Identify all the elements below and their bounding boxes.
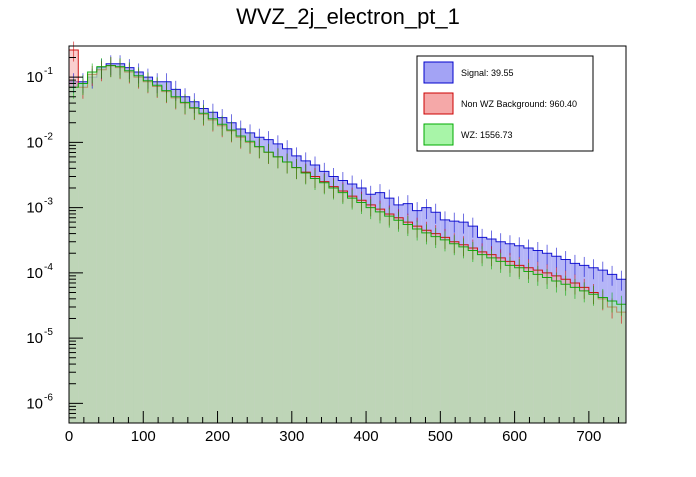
bar-3-11 (171, 96, 181, 424)
bar-3-49 (523, 271, 534, 423)
x-axis: 0 100 200 300 400 500 600 700 (65, 411, 620, 445)
bar-3-23 (282, 162, 292, 423)
bar-3-30 (347, 198, 357, 423)
y-tick-label-0: 10 (26, 395, 43, 412)
bar-3-47 (505, 265, 515, 423)
bar-3-7 (133, 75, 144, 423)
bar-3-25 (301, 172, 311, 423)
bar-3-48 (514, 267, 524, 423)
bar-3-51 (542, 277, 552, 423)
legend-swatch-3 (423, 123, 454, 146)
bar-3-36 (403, 224, 413, 423)
bar-3-6 (124, 70, 134, 423)
chart-title: WVZ_2j_electron_pt_1 (236, 4, 460, 29)
series-3 (68, 65, 626, 424)
y-tick-label-4: 10 (26, 134, 43, 151)
x-tick-label-0: 0 (65, 428, 73, 445)
legend-swatch-1 (423, 61, 454, 84)
y-tick-exponent-2: -4 (44, 262, 53, 273)
bar-3-17 (226, 129, 237, 423)
bar-3-44 (477, 254, 487, 423)
bar-3-56 (588, 294, 599, 423)
error-bars-layer (73, 41, 622, 324)
bar-3-54 (570, 287, 580, 423)
bar-3-8 (143, 80, 153, 423)
legend-label-2: Non WZ Background: 960.40 (461, 99, 577, 109)
histogram-layer (68, 49, 626, 424)
bar-3-5 (115, 66, 125, 423)
bar-3-34 (384, 216, 394, 423)
x-tick-label-4: 400 (354, 428, 379, 445)
y-tick-label-5: 10 (26, 69, 43, 86)
x-tick-label-7: 700 (576, 428, 601, 445)
bar-3-21 (263, 152, 274, 423)
bar-3-10 (161, 90, 172, 424)
y-tick-exponent-4: -2 (44, 131, 53, 142)
bar-3-24 (291, 167, 302, 423)
bar-3-13 (189, 107, 199, 423)
bar-3-33 (375, 211, 385, 423)
bar-3-3 (96, 66, 107, 423)
bar-3-58 (607, 301, 617, 423)
bar-3-52 (551, 281, 562, 423)
bar-3-19 (245, 141, 255, 423)
bar-3-2 (87, 71, 97, 424)
bar-3-29 (338, 192, 348, 423)
legend-swatch-2 (423, 92, 454, 115)
bar-3-4 (106, 65, 116, 423)
legend-label-3: WZ: 1556.73 (461, 130, 513, 140)
bar-3-37 (412, 229, 422, 423)
bar-3-57 (598, 297, 608, 423)
bar-3-41 (449, 243, 459, 423)
bar-3-9 (152, 85, 162, 423)
bar-3-59 (616, 304, 626, 423)
x-tick-label-3: 300 (279, 428, 304, 445)
bar-3-40 (440, 239, 450, 423)
y-tick-exponent-1: -5 (44, 327, 53, 338)
x-tick-label-5: 500 (428, 428, 453, 445)
bar-3-53 (561, 284, 571, 423)
bar-3-43 (468, 250, 478, 423)
y-tick-exponent-0: -6 (44, 392, 53, 403)
bar-3-45 (486, 257, 497, 423)
bar-3-50 (533, 274, 543, 423)
bar-3-14 (198, 113, 209, 423)
bar-3-16 (217, 124, 227, 423)
bar-3-18 (236, 136, 246, 424)
x-tick-label-1: 100 (131, 428, 156, 445)
bar-3-22 (273, 156, 283, 423)
y-axis: 10-610-510-410-310-210-1 (26, 56, 83, 419)
y-tick-exponent-5: -1 (44, 66, 53, 77)
bar-3-27 (319, 182, 329, 423)
bar-3-32 (366, 207, 376, 423)
legend: Signal: 39.55 Non WZ Background: 960.40 WZ… (416, 55, 594, 152)
bar-3-42 (458, 246, 469, 423)
bar-3-12 (180, 102, 190, 423)
series-outline-3 (68, 65, 626, 423)
bar-3-46 (496, 261, 506, 423)
bar-3-28 (328, 187, 339, 423)
y-tick-label-1: 10 (26, 330, 43, 347)
legend-label-1: Signal: 39.55 (461, 68, 514, 78)
bar-3-38 (421, 232, 432, 423)
bar-3-20 (254, 146, 264, 423)
bar-3-15 (208, 118, 218, 424)
y-tick-exponent-3: -3 (44, 197, 53, 208)
bar-3-1 (78, 83, 88, 423)
y-tick-label-3: 10 (26, 200, 43, 217)
y-tick-label-2: 10 (26, 265, 43, 282)
bar-3-0 (69, 87, 79, 424)
bar-3-55 (579, 290, 589, 423)
plot-frame (68, 45, 627, 424)
bar-3-35 (393, 220, 404, 423)
x-tick-label-2: 200 (205, 428, 230, 445)
bar-3-26 (310, 178, 320, 423)
x-tick-label-6: 600 (502, 428, 527, 445)
bar-3-39 (431, 236, 441, 423)
bar-3-31 (356, 202, 367, 423)
